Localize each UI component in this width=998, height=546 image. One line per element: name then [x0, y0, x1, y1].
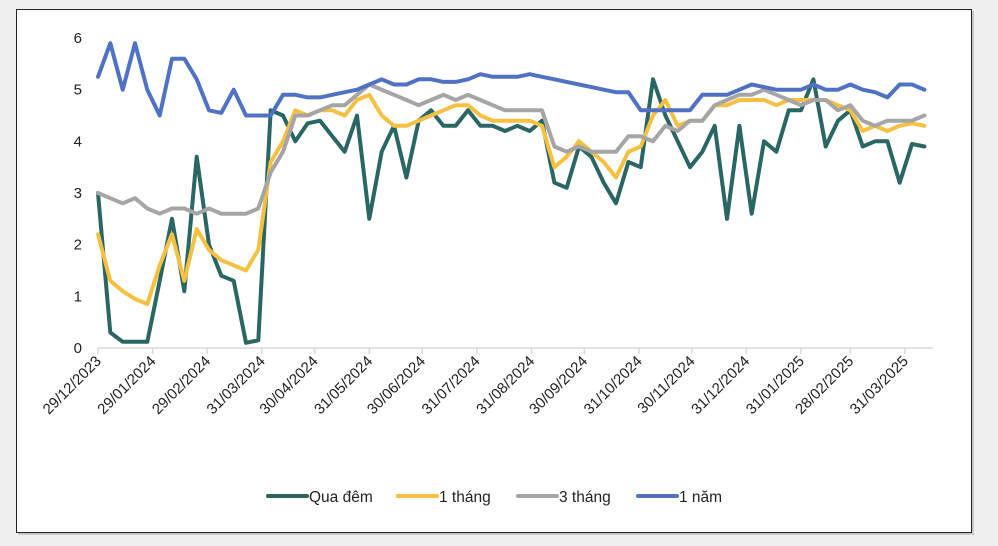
x-tick-label: 31/03/2025: [847, 353, 912, 418]
legend-label: Qua đêm: [309, 489, 373, 506]
x-tick-label: 29/12/2023: [40, 353, 105, 418]
chart-frame: [16, 9, 972, 533]
legend-label: 3 tháng: [559, 489, 611, 506]
y-tick-label: 4: [74, 133, 82, 150]
y-tick-label: 5: [74, 82, 82, 99]
y-tick-label: 2: [74, 237, 82, 254]
y-tick-label: 6: [74, 30, 82, 47]
x-tick-label: 31/12/2024: [688, 353, 753, 418]
x-axis: 29/12/202329/01/202429/02/202431/03/2024…: [40, 347, 933, 418]
x-tick-label: 29/01/2024: [94, 353, 159, 418]
x-tick-label: 31/07/2024: [419, 353, 484, 418]
legend: Qua đêm 1 tháng 3 tháng 1 năm: [266, 489, 722, 506]
x-tick-label: 29/02/2024: [149, 353, 214, 418]
y-axis: 0 1 2 3 4 5 6: [74, 30, 82, 357]
legend-label: 1 tháng: [439, 489, 491, 506]
y-tick-label: 1: [74, 288, 82, 305]
y-tick-label: 3: [74, 185, 82, 202]
legend-item: 1 tháng: [396, 489, 491, 506]
y-tick-label: 0: [74, 340, 82, 357]
series-lines: [96, 41, 927, 345]
legend-item: 1 năm: [636, 489, 722, 506]
legend-label: 1 năm: [679, 489, 722, 506]
series-line-qua-đêm: [96, 77, 927, 345]
series-line-1-năm: [96, 41, 927, 118]
legend-item: 3 tháng: [516, 489, 611, 506]
series-line-3-tháng: [96, 82, 927, 216]
legend-item: Qua đêm: [266, 489, 373, 506]
